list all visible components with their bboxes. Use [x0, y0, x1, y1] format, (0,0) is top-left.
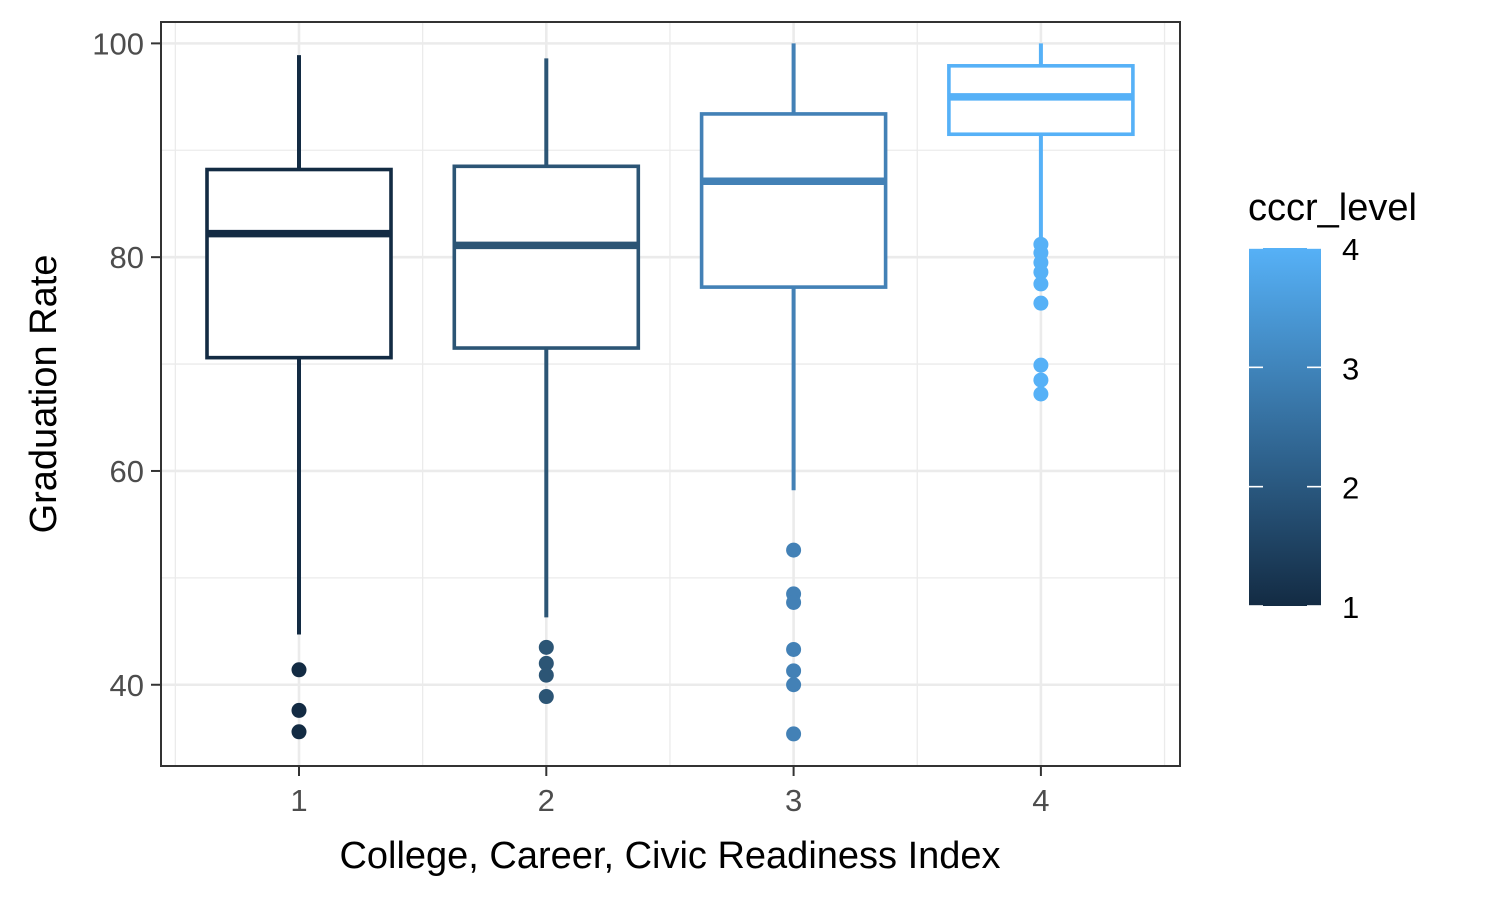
outlier-point [538, 639, 554, 655]
outlier-point [786, 663, 802, 679]
outlier-point [1033, 276, 1049, 292]
legend-tick-label: 2 [1342, 471, 1359, 506]
legend-title: cccr_level [1248, 187, 1417, 229]
x-tick-label: 2 [538, 783, 555, 818]
legend-tick-label: 4 [1342, 232, 1359, 267]
outlier-point [291, 724, 307, 740]
outlier-point [291, 662, 307, 678]
box-iqr [452, 164, 641, 350]
x-tick-label: 3 [785, 783, 802, 818]
outlier-point [1033, 357, 1049, 373]
box-series [205, 43, 1135, 742]
box-iqr [699, 112, 888, 289]
y-tick-label: 80 [110, 240, 144, 275]
y-axis-title: Graduation Rate [23, 255, 65, 534]
legend-tick-label: 3 [1342, 351, 1359, 386]
color-legend: cccr_level 1 2 3 4 [1248, 187, 1417, 625]
legend-tick-label: 1 [1342, 590, 1359, 625]
outlier-point [538, 655, 554, 671]
axes: 40 60 80 100 1 2 3 4 [92, 26, 1049, 818]
outlier-point [1033, 264, 1049, 280]
outlier-point [786, 594, 802, 610]
x-tick-label: 1 [290, 783, 307, 818]
outlier-point [786, 641, 802, 657]
outlier-point [786, 677, 802, 693]
box-group-4 [947, 43, 1135, 402]
x-tick-label: 4 [1032, 783, 1049, 818]
outlier-point [1033, 386, 1049, 402]
y-tick-label: 60 [110, 454, 144, 489]
outlier-point [538, 667, 554, 683]
outlier-point [1033, 295, 1049, 311]
outlier-point [786, 542, 802, 558]
outlier-point [786, 726, 802, 742]
legend-colorbar [1249, 248, 1321, 606]
x-axis-title: College, Career, Civic Readiness Index [339, 835, 1000, 877]
y-tick-label: 40 [110, 668, 144, 703]
box-group-2 [452, 58, 641, 705]
box-iqr [205, 167, 393, 360]
outlier-point [291, 702, 307, 718]
outlier-point [538, 689, 554, 705]
box-group-1 [205, 55, 393, 740]
box-group-3 [699, 43, 888, 742]
y-tick-label: 100 [92, 26, 144, 61]
plot-panel-border [160, 21, 1181, 767]
outlier-point [1033, 372, 1049, 388]
